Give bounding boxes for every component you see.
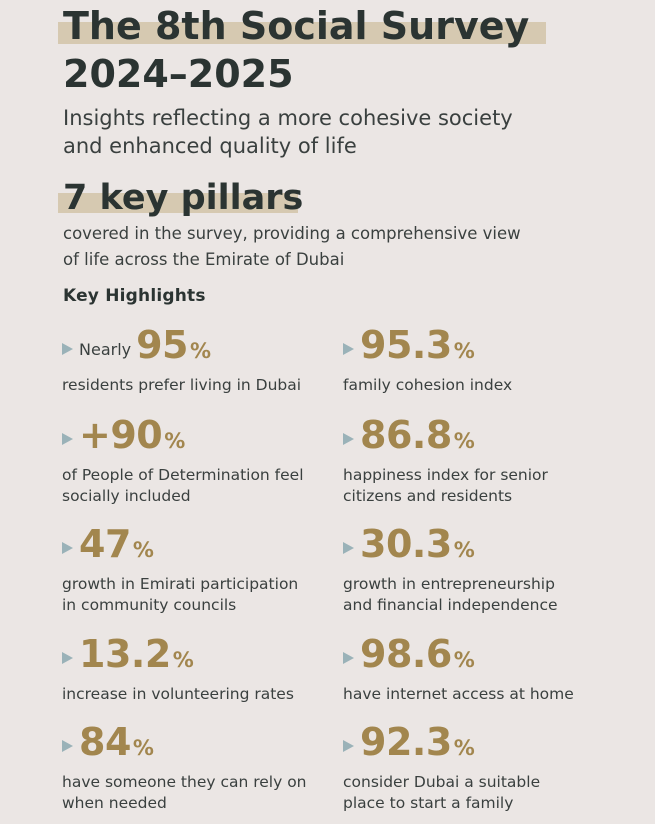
- stat-value: 47: [79, 522, 131, 566]
- stat-description-line: family cohesion index: [343, 376, 513, 394]
- pillars-description-line: of life across the Emirate of Dubai: [63, 250, 345, 269]
- stat-unit: %: [172, 648, 194, 672]
- stat-description-line: in community councils: [62, 596, 237, 614]
- triangle-bullet-icon: [343, 740, 354, 752]
- stat-description-line: growth in entrepreneurship: [343, 575, 555, 593]
- stat-description-line: socially included: [62, 487, 191, 505]
- stat-description-line: when needed: [62, 794, 167, 812]
- triangle-bullet-icon: [62, 740, 73, 752]
- stat-description-line: increase in volunteering rates: [62, 685, 294, 703]
- stat-head: +90 %: [62, 413, 332, 457]
- stat-unit: %: [453, 538, 475, 562]
- stat-description: family cohesion index: [343, 375, 613, 396]
- stat-head: 30.3 %: [343, 522, 613, 566]
- pillars-description: covered in the survey, providing a compr…: [63, 221, 521, 273]
- stat-value: 30.3: [360, 522, 452, 566]
- page-title-years: 2024–2025: [63, 52, 294, 96]
- stat-description: growth in Emirati participation in commu…: [62, 574, 332, 616]
- stat-value: 84: [79, 720, 131, 764]
- stat-unit: %: [164, 429, 186, 453]
- stat-card: 95.3 % family cohesion index: [343, 323, 613, 396]
- stat-description-line: growth in Emirati participation: [62, 575, 299, 593]
- stat-value: +90: [79, 413, 163, 457]
- triangle-bullet-icon: [62, 542, 73, 554]
- stat-value: 13.2: [79, 632, 171, 676]
- stat-unit: %: [453, 429, 475, 453]
- stat-unit: %: [132, 736, 154, 760]
- triangle-bullet-icon: [343, 433, 354, 445]
- stat-head: 92.3 %: [343, 720, 613, 764]
- stat-unit: %: [453, 339, 475, 363]
- stat-unit: %: [132, 538, 154, 562]
- page-title: The 8th Social Survey: [63, 4, 530, 48]
- title-highlight-band: [58, 22, 546, 44]
- stat-card: 47 % growth in Emirati participation in …: [62, 522, 332, 616]
- stat-value: 98.6: [360, 632, 452, 676]
- stat-head: Nearly 95 %: [62, 323, 332, 367]
- stat-description: have internet access at home: [343, 684, 613, 705]
- stat-value: 86.8: [360, 413, 452, 457]
- subtitle-line: and enhanced quality of life: [63, 134, 357, 158]
- stat-card: +90 % of People of Determination feel so…: [62, 413, 332, 507]
- key-highlights-heading: Key Highlights: [63, 286, 206, 306]
- stat-description: residents prefer living in Dubai: [62, 375, 332, 396]
- stat-description: have someone they can rely on when neede…: [62, 772, 332, 814]
- stat-description-line: consider Dubai a suitable: [343, 773, 541, 791]
- pillars-headline: 7 key pillars: [63, 178, 304, 218]
- stat-description-line: have someone they can rely on: [62, 773, 307, 791]
- stat-card: 13.2 % increase in volunteering rates: [62, 632, 332, 705]
- stat-card: 92.3 % consider Dubai a suitable place t…: [343, 720, 613, 814]
- stat-description: happiness index for senior citizens and …: [343, 465, 613, 507]
- stat-value: 92.3: [360, 720, 452, 764]
- triangle-bullet-icon: [343, 343, 354, 355]
- stat-description: of People of Determination feel socially…: [62, 465, 332, 507]
- stat-head: 95.3 %: [343, 323, 613, 367]
- stat-card: 98.6 % have internet access at home: [343, 632, 613, 705]
- stat-head: 98.6 %: [343, 632, 613, 676]
- stat-card: 84 % have someone they can rely on when …: [62, 720, 332, 814]
- stat-description: consider Dubai a suitable place to start…: [343, 772, 613, 814]
- pillars-description-line: covered in the survey, providing a compr…: [63, 224, 521, 243]
- triangle-bullet-icon: [343, 652, 354, 664]
- stat-card: Nearly 95 % residents prefer living in D…: [62, 323, 332, 396]
- stat-description-line: place to start a family: [343, 794, 514, 812]
- stat-head: 47 %: [62, 522, 332, 566]
- triangle-bullet-icon: [62, 433, 73, 445]
- triangle-bullet-icon: [343, 542, 354, 554]
- stat-unit: %: [453, 736, 475, 760]
- stat-description-line: have internet access at home: [343, 685, 574, 703]
- stat-description-line: of People of Determination feel: [62, 466, 304, 484]
- stat-value: 95.3: [360, 323, 452, 367]
- stat-unit: %: [453, 648, 475, 672]
- stat-unit: %: [190, 339, 212, 363]
- stat-value: 95: [136, 323, 188, 367]
- stat-description: increase in volunteering rates: [62, 684, 332, 705]
- stat-card: 86.8 % happiness index for senior citize…: [343, 413, 613, 507]
- stat-card: 30.3 % growth in entrepreneurship and fi…: [343, 522, 613, 616]
- page-subtitle: Insights reflecting a more cohesive soci…: [63, 104, 513, 160]
- stat-prefix: Nearly: [79, 340, 132, 359]
- stat-description-line: residents prefer living in Dubai: [62, 376, 302, 394]
- stat-description-line: happiness index for senior: [343, 466, 548, 484]
- stat-head: 84 %: [62, 720, 332, 764]
- stat-description-line: and financial independence: [343, 596, 558, 614]
- pillars-highlight-band: [58, 193, 298, 213]
- stat-head: 86.8 %: [343, 413, 613, 457]
- subtitle-line: Insights reflecting a more cohesive soci…: [63, 106, 513, 130]
- triangle-bullet-icon: [62, 652, 73, 664]
- stat-head: 13.2 %: [62, 632, 332, 676]
- stat-description-line: citizens and residents: [343, 487, 513, 505]
- stat-description: growth in entrepreneurship and financial…: [343, 574, 613, 616]
- triangle-bullet-icon: [62, 343, 73, 355]
